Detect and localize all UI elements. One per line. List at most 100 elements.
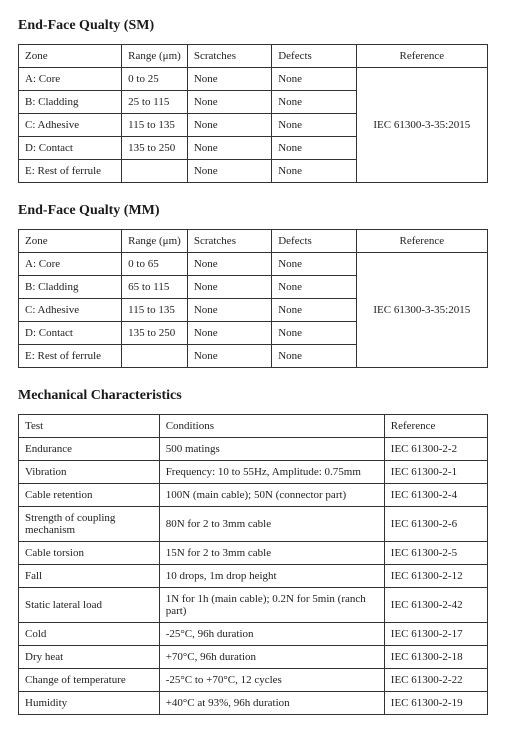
- table-row: Change of temperature -25°C to +70°C, 12…: [19, 669, 488, 692]
- cell-conditions: +40°C at 93%, 96h duration: [159, 692, 384, 715]
- header-reference: Reference: [356, 45, 487, 68]
- cell-reference: IEC 61300-3-35:2015: [356, 68, 487, 183]
- cell-zone: E: Rest of ferrule: [19, 160, 122, 183]
- table-header-row: Zone Range (μm) Scratches Defects Refere…: [19, 230, 488, 253]
- cell-defects: None: [272, 91, 356, 114]
- cell-test: Humidity: [19, 692, 160, 715]
- table-row: Static lateral load 1N for 1h (main cabl…: [19, 588, 488, 623]
- cell-conditions: 1N for 1h (main cable); 0.2N for 5min (r…: [159, 588, 384, 623]
- section-title-sm: End-Face Qualty (SM): [18, 18, 488, 34]
- cell-reference: IEC 61300-2-19: [384, 692, 487, 715]
- cell-defects: None: [272, 345, 356, 368]
- cell-conditions: 100N (main cable); 50N (connector part): [159, 484, 384, 507]
- cell-reference: IEC 61300-2-42: [384, 588, 487, 623]
- table-row: Dry heat +70°C, 96h duration IEC 61300-2…: [19, 646, 488, 669]
- table-sm: Zone Range (μm) Scratches Defects Refere…: [18, 44, 488, 183]
- cell-conditions: -25°C to +70°C, 12 cycles: [159, 669, 384, 692]
- cell-test: Fall: [19, 565, 160, 588]
- header-reference: Reference: [384, 415, 487, 438]
- cell-zone: C: Adhesive: [19, 299, 122, 322]
- table-mm: Zone Range (μm) Scratches Defects Refere…: [18, 229, 488, 368]
- table-header-row: Zone Range (μm) Scratches Defects Refere…: [19, 45, 488, 68]
- cell-conditions: 80N for 2 to 3mm cable: [159, 507, 384, 542]
- cell-conditions: 500 matings: [159, 438, 384, 461]
- header-range: Range (μm): [122, 230, 188, 253]
- cell-test: Cold: [19, 623, 160, 646]
- cell-reference: IEC 61300-2-12: [384, 565, 487, 588]
- cell-test: Static lateral load: [19, 588, 160, 623]
- cell-zone: D: Contact: [19, 322, 122, 345]
- cell-defects: None: [272, 68, 356, 91]
- table-row: Vibration Frequency: 10 to 55Hz, Amplitu…: [19, 461, 488, 484]
- cell-scratches: None: [187, 137, 271, 160]
- table-row: Cable torsion 15N for 2 to 3mm cable IEC…: [19, 542, 488, 565]
- header-scratches: Scratches: [187, 230, 271, 253]
- cell-reference: IEC 61300-2-18: [384, 646, 487, 669]
- cell-zone: A: Core: [19, 68, 122, 91]
- cell-zone: B: Cladding: [19, 91, 122, 114]
- cell-defects: None: [272, 322, 356, 345]
- cell-scratches: None: [187, 253, 271, 276]
- cell-defects: None: [272, 137, 356, 160]
- header-defects: Defects: [272, 45, 356, 68]
- cell-range: 135 to 250: [122, 137, 188, 160]
- cell-range: 115 to 135: [122, 299, 188, 322]
- cell-conditions: 15N for 2 to 3mm cable: [159, 542, 384, 565]
- cell-reference: IEC 61300-2-17: [384, 623, 487, 646]
- table-row: Cable retention 100N (main cable); 50N (…: [19, 484, 488, 507]
- cell-conditions: Frequency: 10 to 55Hz, Amplitude: 0.75mm: [159, 461, 384, 484]
- cell-reference: IEC 61300-2-22: [384, 669, 487, 692]
- cell-defects: None: [272, 160, 356, 183]
- cell-range: 65 to 115: [122, 276, 188, 299]
- cell-range: 115 to 135: [122, 114, 188, 137]
- cell-test: Strength of coupling mechanism: [19, 507, 160, 542]
- cell-range: 0 to 25: [122, 68, 188, 91]
- cell-range: 25 to 115: [122, 91, 188, 114]
- header-scratches: Scratches: [187, 45, 271, 68]
- header-conditions: Conditions: [159, 415, 384, 438]
- header-reference: Reference: [356, 230, 487, 253]
- cell-range: [122, 160, 188, 183]
- cell-test: Vibration: [19, 461, 160, 484]
- cell-conditions: -25°C, 96h duration: [159, 623, 384, 646]
- table-row: Strength of coupling mechanism 80N for 2…: [19, 507, 488, 542]
- header-test: Test: [19, 415, 160, 438]
- header-defects: Defects: [272, 230, 356, 253]
- cell-scratches: None: [187, 68, 271, 91]
- cell-test: Cable retention: [19, 484, 160, 507]
- cell-defects: None: [272, 114, 356, 137]
- cell-scratches: None: [187, 299, 271, 322]
- section-title-mm: End-Face Qualty (MM): [18, 203, 488, 219]
- cell-defects: None: [272, 276, 356, 299]
- cell-reference: IEC 61300-2-2: [384, 438, 487, 461]
- cell-scratches: None: [187, 160, 271, 183]
- cell-scratches: None: [187, 322, 271, 345]
- table-row: Humidity +40°C at 93%, 96h duration IEC …: [19, 692, 488, 715]
- table-row: A: Core 0 to 25 None None IEC 61300-3-35…: [19, 68, 488, 91]
- section-title-mech: Mechanical Characteristics: [18, 388, 488, 404]
- header-zone: Zone: [19, 230, 122, 253]
- cell-zone: C: Adhesive: [19, 114, 122, 137]
- cell-test: Dry heat: [19, 646, 160, 669]
- cell-zone: B: Cladding: [19, 276, 122, 299]
- cell-zone: D: Contact: [19, 137, 122, 160]
- table-mech: Test Conditions Reference Endurance 500 …: [18, 414, 488, 715]
- cell-reference: IEC 61300-2-1: [384, 461, 487, 484]
- table-row: Fall 10 drops, 1m drop height IEC 61300-…: [19, 565, 488, 588]
- cell-conditions: +70°C, 96h duration: [159, 646, 384, 669]
- cell-scratches: None: [187, 91, 271, 114]
- cell-test: Cable torsion: [19, 542, 160, 565]
- table-row: Endurance 500 matings IEC 61300-2-2: [19, 438, 488, 461]
- cell-range: 0 to 65: [122, 253, 188, 276]
- cell-reference: IEC 61300-2-4: [384, 484, 487, 507]
- header-zone: Zone: [19, 45, 122, 68]
- cell-scratches: None: [187, 276, 271, 299]
- cell-scratches: None: [187, 345, 271, 368]
- cell-range: 135 to 250: [122, 322, 188, 345]
- table-row: Cold -25°C, 96h duration IEC 61300-2-17: [19, 623, 488, 646]
- cell-test: Change of temperature: [19, 669, 160, 692]
- cell-reference: IEC 61300-2-5: [384, 542, 487, 565]
- cell-defects: None: [272, 299, 356, 322]
- cell-defects: None: [272, 253, 356, 276]
- header-range: Range (μm): [122, 45, 188, 68]
